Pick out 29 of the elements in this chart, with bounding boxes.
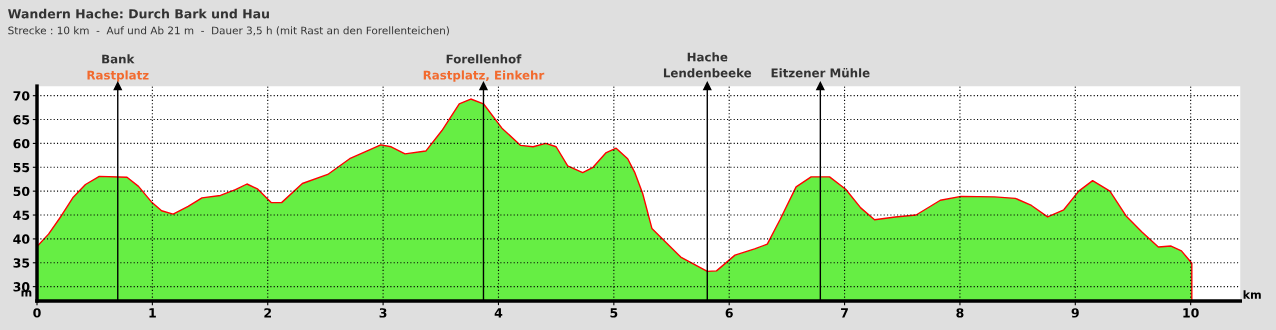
y-tick-label: 40: [13, 234, 30, 244]
x-tick-label: 5: [610, 308, 618, 318]
y-tick-label: 65: [13, 115, 30, 125]
text: Rastplatz: [87, 70, 149, 82]
y-tick-label: 35: [13, 258, 30, 268]
ref-line-label: Eitzener Mühle: [771, 68, 870, 78]
x-tick-label: 4: [494, 308, 503, 318]
x-tick-label: 3: [379, 308, 387, 318]
y-tick-label: 55: [13, 162, 30, 173]
x-tick-label: 0: [33, 308, 41, 318]
y-tick-label: 60: [13, 138, 30, 149]
x-tick-label: 9: [1071, 308, 1079, 318]
y-tick-label: 45: [13, 210, 30, 220]
chart-subtitle: Strecke : 10 km - Auf und Ab 21 m - Dauer 3,5 h (mit Rast an den Forellenteichen): [8, 26, 449, 36]
ref-line-label: Bank: [102, 54, 135, 64]
ref-line-label: Hache Lendenbeeke: [663, 52, 752, 78]
x-tick-label: 6: [725, 308, 733, 318]
x-tick-label: 7: [841, 308, 848, 318]
x-tick-label: 2: [264, 308, 271, 318]
y-tick-label: 30: [13, 282, 30, 292]
text: Rastplatz, Einkehr: [423, 70, 545, 82]
x-tick-label: 10: [1183, 308, 1199, 318]
y-tick-label: 70: [13, 91, 30, 101]
ref-line-label: Forellenhof: [446, 54, 522, 64]
x-tick-label: 1: [149, 308, 156, 318]
x-axis-title: km: [1243, 290, 1261, 299]
x-tick-label: 8: [956, 308, 964, 318]
chart-title: Wandern Hache: Durch Bark und Hau: [8, 8, 269, 19]
y-tick-label: 50: [13, 186, 30, 197]
